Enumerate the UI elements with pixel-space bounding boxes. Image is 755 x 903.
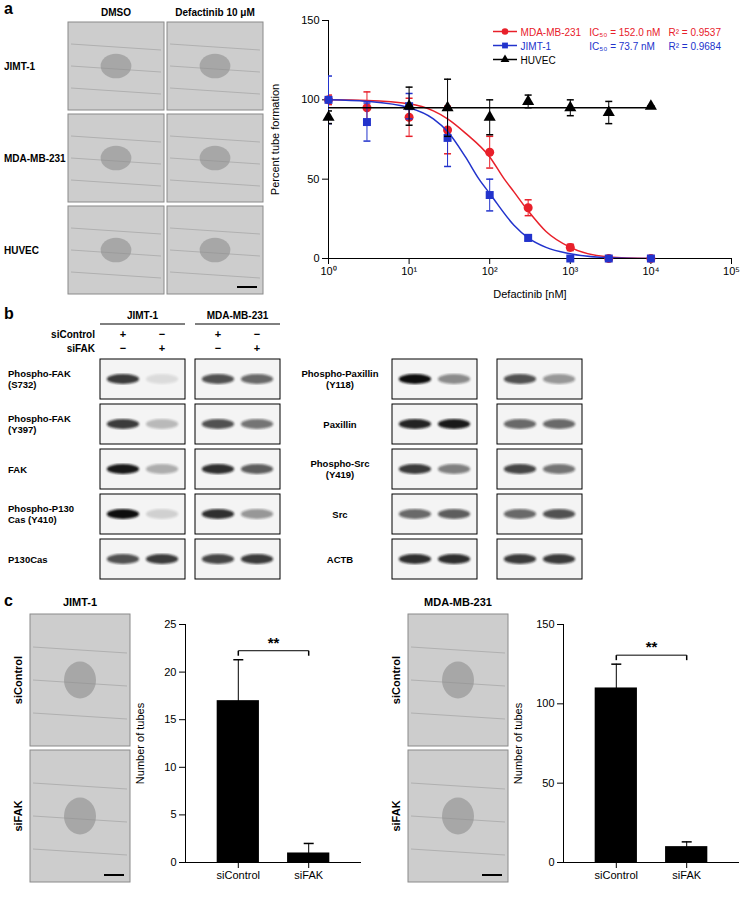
svg-text:siControl: siControl [51, 329, 95, 340]
svg-text:5: 5 [170, 808, 176, 820]
svg-text:Percent tube formation: Percent tube formation [269, 84, 281, 195]
svg-text:Phospho-P130: Phospho-P130 [8, 503, 74, 514]
svg-text:20: 20 [164, 666, 176, 678]
svg-text:−: − [215, 342, 221, 354]
svg-text:**: ** [268, 634, 280, 651]
svg-text:10⁵: 10⁵ [723, 265, 740, 277]
svg-text:(Y397): (Y397) [8, 424, 37, 435]
svg-text:siFAK: siFAK [67, 343, 96, 354]
html-text:HUVEC: HUVEC [520, 55, 556, 66]
svg-text:−: − [120, 342, 126, 354]
svg-text:50: 50 [542, 777, 554, 789]
svg-text:c: c [4, 592, 13, 609]
svg-text:siControl: siControl [390, 656, 402, 704]
svg-text:Phospho-FAK: Phospho-FAK [8, 413, 71, 424]
svg-text:DMSO: DMSO [101, 7, 131, 18]
html-text:IC₅₀ = 73.7 nM: IC₅₀ = 73.7 nM [589, 41, 655, 52]
svg-text:siFAK: siFAK [12, 800, 24, 831]
svg-text:+: + [215, 328, 221, 340]
html-text:R² = 0.9537: R² = 0.9537 [668, 27, 721, 38]
svg-text:100: 100 [536, 697, 554, 709]
svg-text:ACTB: ACTB [327, 554, 354, 565]
svg-text:(Y419): (Y419) [326, 469, 355, 480]
svg-text:siControl: siControl [595, 869, 638, 881]
svg-text:Defactinib [nM]: Defactinib [nM] [493, 288, 566, 300]
svg-text:P130Cas: P130Cas [8, 554, 48, 565]
svg-text:150: 150 [301, 14, 319, 26]
svg-text:MDA-MB-231: MDA-MB-231 [4, 153, 66, 164]
svg-text:HUVEC: HUVEC [4, 245, 39, 256]
svg-text:+: + [120, 328, 126, 340]
svg-text:b: b [4, 305, 14, 322]
svg-text:Phospho-Src: Phospho-Src [310, 458, 369, 469]
svg-text:0: 0 [548, 856, 554, 868]
svg-text:MDA-MB-231: MDA-MB-231 [424, 596, 492, 608]
svg-text:25: 25 [164, 618, 176, 630]
svg-text:siFAK: siFAK [294, 869, 323, 881]
svg-text:**: ** [646, 638, 658, 655]
html-text:R² = 0.9684: R² = 0.9684 [668, 41, 721, 52]
svg-text:15: 15 [164, 713, 176, 725]
svg-text:Number of tubes: Number of tubes [134, 702, 146, 784]
svg-text:Defactinib 10 μM: Defactinib 10 μM [175, 7, 254, 18]
svg-text:FAK: FAK [8, 464, 27, 475]
svg-text:(S732): (S732) [8, 379, 37, 390]
svg-text:a: a [4, 0, 13, 17]
svg-text:+: + [159, 342, 165, 354]
svg-text:150: 150 [536, 618, 554, 630]
svg-text:0: 0 [313, 252, 319, 264]
svg-text:10⁰: 10⁰ [320, 265, 336, 277]
svg-text:Src: Src [332, 509, 347, 520]
svg-text:Phospho-FAK: Phospho-FAK [8, 368, 71, 379]
svg-text:Number of tubes: Number of tubes [512, 702, 524, 784]
svg-text:MDA-MB-231: MDA-MB-231 [207, 310, 269, 321]
svg-text:siControl: siControl [12, 656, 24, 704]
html-text:JIMT-1: JIMT-1 [520, 41, 552, 52]
html-text:IC₅₀ = 152.0 nM: IC₅₀ = 152.0 nM [589, 27, 661, 38]
svg-text:JIMT-1: JIMT-1 [4, 61, 36, 72]
svg-text:+: + [254, 342, 260, 354]
svg-text:siFAK: siFAK [672, 869, 701, 881]
svg-text:Cas (Y410): Cas (Y410) [8, 514, 57, 525]
svg-text:0: 0 [170, 856, 176, 868]
svg-text:10²: 10² [482, 265, 498, 277]
svg-text:50: 50 [307, 173, 319, 185]
svg-text:−: − [159, 328, 165, 340]
svg-text:Phospho-Paxillin: Phospho-Paxillin [301, 368, 378, 379]
svg-text:10: 10 [164, 761, 176, 773]
svg-text:siFAK: siFAK [390, 800, 402, 831]
svg-text:siControl: siControl [217, 869, 260, 881]
html-text:MDA-MB-231: MDA-MB-231 [520, 27, 582, 38]
svg-text:−: − [254, 328, 260, 340]
svg-text:100: 100 [301, 93, 319, 105]
svg-text:JIMT-1: JIMT-1 [127, 310, 159, 321]
svg-text:(Y118): (Y118) [326, 379, 354, 390]
svg-text:JIMT-1: JIMT-1 [63, 596, 97, 608]
svg-text:10³: 10³ [562, 265, 578, 277]
svg-text:10¹: 10¹ [401, 265, 417, 277]
svg-text:10⁴: 10⁴ [642, 265, 659, 277]
svg-text:Paxillin: Paxillin [323, 419, 356, 430]
